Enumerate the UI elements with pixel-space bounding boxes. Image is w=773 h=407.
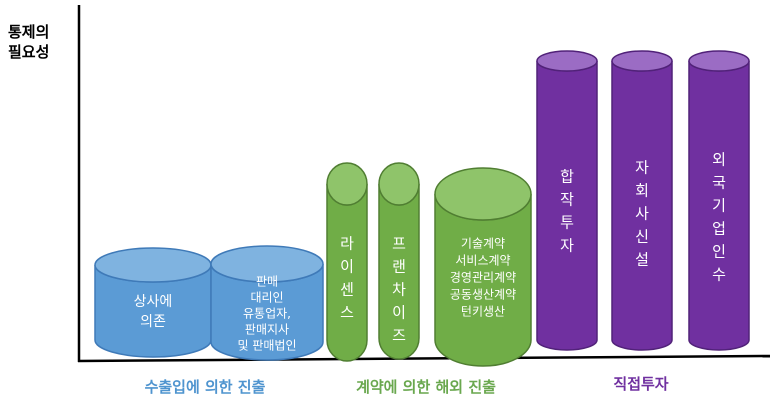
cylinder-label-char: 이 [392,304,406,322]
cylinder-label-char: 투 [560,214,574,232]
cylinder-label-char: 수 [712,266,726,284]
cylinder-top [94,247,212,283]
cylinder-franchise: 프랜차이즈프랜차이즈 [378,162,420,360]
cylinder-label-char: 신 [635,228,649,246]
cylinder-label-char: 업 [712,220,726,238]
cylinder-label-char: 작 [560,191,574,209]
cylinder-license: 라이센스라이센스 [326,162,368,362]
cylinder-label-char: 프 [392,235,406,253]
cylinder-top [434,167,532,221]
cylinder-label-line: 판매지사 [245,323,289,337]
y-axis-label-line-2: 필요성 [8,43,49,61]
cylinder-label-char: 자 [635,159,649,177]
cylinder-label-char: 사 [635,205,649,223]
cylinder-top [326,162,368,206]
cylinder-label-char: 합 [560,168,574,186]
x-axis [77,354,771,363]
cylinder-top [611,50,673,72]
cylinder-label-line: 서비스계약 [455,253,510,268]
cylinder-label-char: 즈 [392,327,406,345]
group-label-fdi: 직접투자 [613,375,668,393]
cylinder-label-char: 외 [712,151,726,169]
cylinder-subsidiary: 자회사신설자회사신설 [611,50,673,351]
cylinder-label-char: 센 [340,281,354,299]
cylinder-top [210,245,324,283]
y-axis-label-line-1: 통제의 [8,23,49,41]
cylinder-label-line: 경영관리계약 [450,270,516,285]
cylinder-label-line: 의존 [140,314,166,330]
group-label-contract: 계약에 의한 해외 진출 [356,378,496,396]
cylinder-label-line: 및 판매법인 [237,339,296,353]
cylinder-label-line: 기술계약 [461,236,505,251]
cylinder-label-line: 판매 [256,275,278,289]
cylinder-top [536,50,598,72]
cylinder-top [378,162,420,206]
cylinder-label-char: 국 [712,174,726,192]
cylinder-joint-venture: 합작투자합작투자 [536,50,598,351]
cylinder-label-line: 상사에 [134,294,173,310]
group-label-export: 수출입에 의한 진출 [145,378,266,396]
cylinder-label-char: 라 [340,235,354,253]
cylinder-label-line: 유통업자, [243,307,291,321]
cylinder-top [688,50,750,72]
cylinder-label-char: 이 [340,258,354,276]
cylinder-label-char: 랜 [392,258,406,276]
cylinder-label-char: 자 [560,237,574,255]
cylinder-label-char: 기 [712,197,726,215]
cylinder-label-line: 공동생산계약 [450,287,516,302]
cylinder-label-char: 설 [635,251,649,269]
cylinder-label-char: 인 [712,243,726,261]
cylinder-label-char: 스 [340,304,354,322]
cylinder-label-char: 차 [392,281,406,299]
cylinder-acquisition: 외국기업인수외국기업인수 [688,50,750,351]
cylinder-label-line: 대리인 [250,291,283,305]
cylinder-label-line: 턴키생산 [461,305,505,319]
cylinder-label-char: 회 [635,182,649,200]
